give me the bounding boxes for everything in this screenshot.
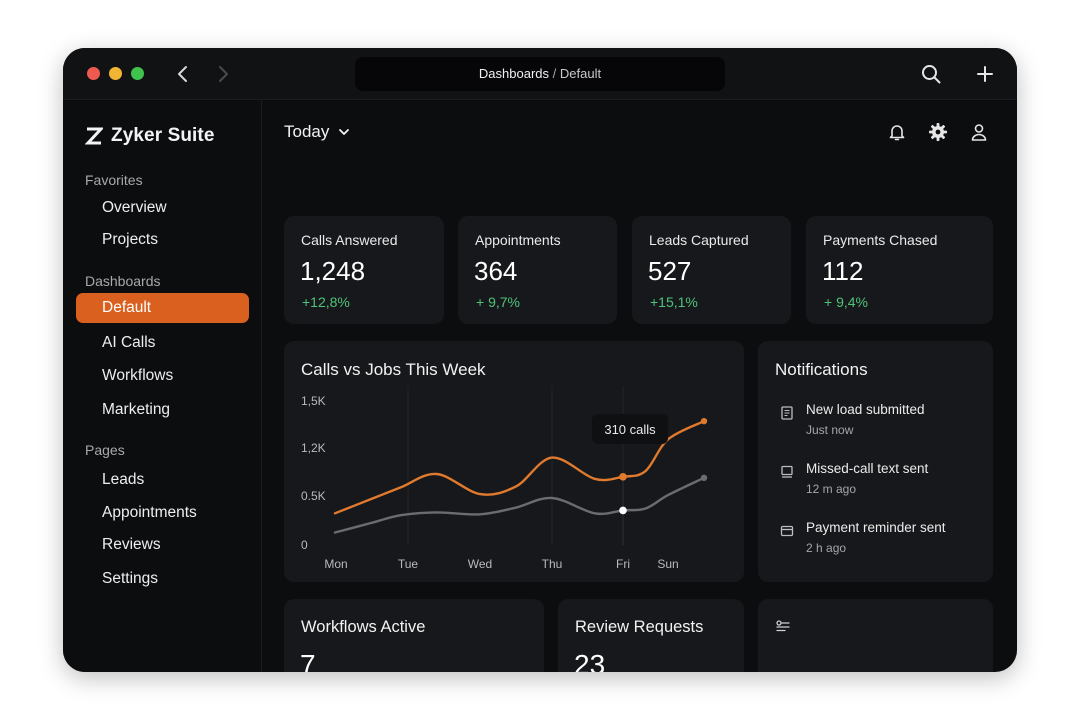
card-value: 7 [300, 649, 316, 672]
card-title: Review Requests [575, 618, 704, 636]
workflows-active-card[interactable]: Workflows Active 7 [284, 599, 544, 672]
line-chart[interactable]: 1,5K 1,2K 0.5K 0 Mon Tue Wed Thu Fri Sun 310 calls [284, 341, 744, 582]
x-tick-label: Mon [324, 557, 347, 571]
sidebar-item-projects[interactable]: Projects [102, 231, 158, 248]
notification-text: Payment reminder sent [806, 520, 946, 535]
breadcrumb-separator: / [552, 66, 557, 81]
stat-label: Payments Chased [823, 232, 938, 248]
stat-label: Leads Captured [649, 232, 749, 248]
notification-time: 2 h ago [806, 541, 847, 555]
address-bar[interactable]: Dashboards / Default [355, 57, 725, 91]
notification-time: Just now [806, 423, 854, 437]
forward-arrow-icon[interactable] [213, 63, 233, 85]
notifications-title: Notifications [775, 360, 868, 379]
chevron-down-icon [339, 129, 350, 135]
notification-text: Missed-call text sent [806, 461, 929, 476]
chart-card: Calls vs Jobs This Week 1,5K 1,2K 0.5K 0 Mon… [284, 341, 744, 582]
sidebar-item-workflows[interactable]: Workflows [102, 367, 174, 384]
breadcrumb-dashboards[interactable]: Dashboards [478, 66, 550, 81]
gear-icon[interactable] [928, 122, 948, 142]
x-tick-label: Thu [542, 557, 563, 571]
stat-value: 364 [474, 256, 518, 286]
stat-value: 1,248 [300, 256, 366, 286]
card-icon [780, 525, 794, 537]
stat-value: 112 [822, 256, 864, 286]
bell-icon[interactable] [887, 122, 907, 142]
close-window-button[interactable] [87, 67, 100, 80]
minimize-window-button[interactable] [109, 67, 122, 80]
sidebar-item-ai-calls[interactable]: AI Calls [102, 334, 156, 351]
stat-card-calls-answered[interactable]: Calls Answered 1,248 +12,8% [284, 216, 444, 324]
user-icon[interactable] [969, 122, 989, 142]
sidebar-item-leads[interactable]: Leads [102, 471, 145, 488]
y-tick-label: 0.5K [301, 489, 326, 503]
x-tick-label: Fri [616, 557, 630, 571]
stat-delta: +15,1% [650, 294, 698, 310]
stat-label: Appointments [475, 232, 561, 248]
sidebar-item-reviews[interactable]: Reviews [102, 536, 161, 553]
stat-delta: + 9,7% [476, 294, 520, 310]
chart-tooltip-label: 310 calls [604, 422, 656, 437]
breadcrumb-default[interactable]: Default [559, 66, 602, 81]
notifications-card: Notifications New load submitted Just no… [758, 341, 993, 582]
highlight-point-calls [619, 473, 627, 481]
series-end-point [700, 474, 708, 481]
y-tick-label: 1,2K [301, 441, 326, 455]
notification-text: New load submitted [806, 402, 925, 417]
highlight-point-jobs [619, 506, 627, 515]
title-bar: Dashboards / Default [63, 48, 1017, 100]
stat-card-leads-captured[interactable]: Leads Captured 527 +15,1% [632, 216, 791, 324]
back-arrow-icon[interactable] [173, 63, 193, 85]
stat-card-payments-chased[interactable]: Payments Chased 112 + 9,4% [806, 216, 993, 324]
maximize-window-button[interactable] [131, 67, 144, 80]
series-end-point [700, 417, 708, 425]
document-icon [781, 406, 793, 420]
filter-card[interactable] [758, 599, 993, 672]
sidebar-item-default[interactable]: Default [76, 293, 249, 323]
period-label: Today [284, 122, 330, 141]
card-value: 23 [574, 649, 606, 672]
search-icon[interactable] [919, 62, 943, 86]
new-tab-plus-icon[interactable] [973, 62, 997, 86]
chart-tooltip-box [592, 414, 668, 444]
series-line-jobs [333, 476, 706, 534]
message-icon [781, 465, 793, 478]
app-window: Dashboards / Default Zyker Suite Favorit… [63, 48, 1017, 672]
x-tick-label: Sun [657, 557, 678, 571]
section-label-favorites: Favorites [85, 172, 143, 188]
sidebar-item-marketing[interactable]: Marketing [102, 401, 171, 418]
sidebar-item-overview[interactable]: Overview [102, 199, 167, 216]
review-requests-card[interactable]: Review Requests 23 [558, 599, 744, 672]
brand-logo-icon [85, 127, 103, 145]
stat-label: Calls Answered [301, 232, 398, 248]
section-label-dashboards: Dashboards [85, 273, 161, 289]
filter-list-icon [776, 620, 790, 632]
card-title: Workflows Active [301, 618, 426, 636]
chart-title: Calls vs Jobs This Week [301, 360, 486, 379]
series-line-calls [333, 420, 706, 515]
y-tick-label: 1,5K [301, 394, 326, 408]
stat-value: 527 [648, 256, 692, 286]
notification-time: 12 m ago [806, 482, 857, 496]
stat-delta: +12,8% [302, 294, 350, 310]
period-dropdown[interactable]: Today [284, 122, 350, 142]
sidebar: Zyker Suite Favorites Overview Projects … [63, 100, 262, 672]
main-content: Today Calls Answered 1,248 +12,8% Appoin… [263, 100, 1017, 672]
sidebar-item-appointments[interactable]: Appointments [102, 504, 197, 521]
stat-card-appointments[interactable]: Appointments 364 + 9,7% [458, 216, 617, 324]
section-label-pages: Pages [85, 442, 125, 458]
y-tick-label: 0 [301, 538, 308, 552]
stat-delta: + 9,4% [824, 294, 868, 310]
x-tick-label: Wed [468, 557, 492, 571]
brand[interactable]: Zyker Suite [85, 124, 215, 148]
brand-name: Zyker Suite [111, 125, 215, 146]
sidebar-item-settings[interactable]: Settings [102, 570, 159, 587]
x-tick-label: Tue [398, 557, 419, 571]
